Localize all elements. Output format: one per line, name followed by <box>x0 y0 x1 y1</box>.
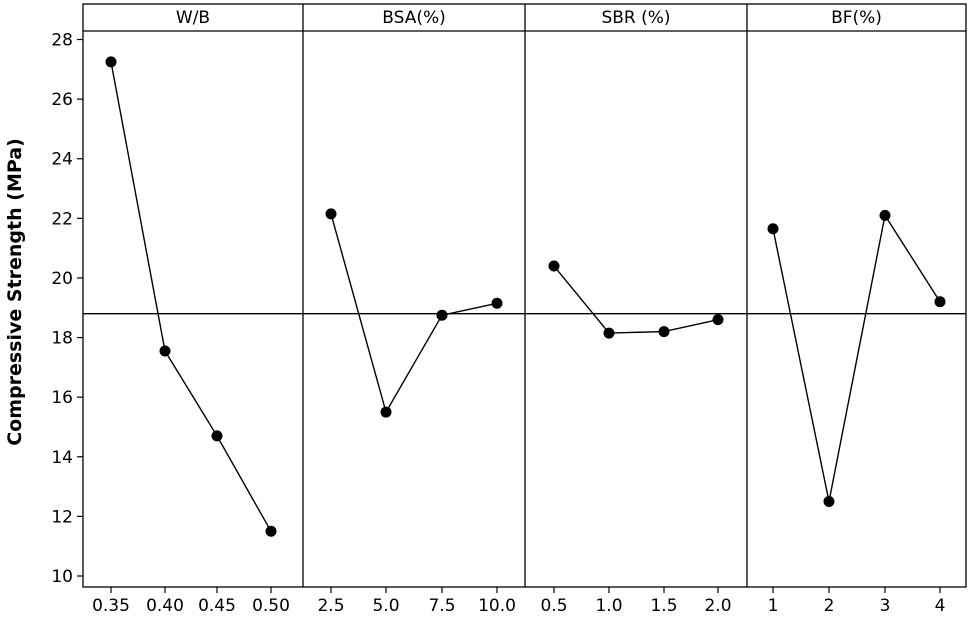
y-tick-label: 10 <box>51 567 73 587</box>
x-tick-label: 0.5 <box>540 596 567 615</box>
x-tick-label: 1.5 <box>650 596 677 615</box>
y-tick-label: 16 <box>51 388 73 408</box>
y-tick-label: 20 <box>51 269 73 289</box>
series-line <box>772 213 941 502</box>
y-tick-label: 12 <box>51 507 73 527</box>
data-point <box>823 495 835 507</box>
data-marks <box>83 56 966 537</box>
data-point <box>712 314 724 326</box>
series-line <box>553 265 719 334</box>
x-tick-label: 2.5 <box>317 596 344 615</box>
data-point <box>105 56 117 68</box>
y-tick-label: 22 <box>51 209 73 229</box>
data-point <box>603 327 615 339</box>
data-point <box>879 209 891 221</box>
x-tick-label: 0.50 <box>252 596 290 615</box>
y-tick-label: 18 <box>51 329 73 349</box>
x-tick-label: 1.0 <box>595 596 622 615</box>
data-point <box>658 326 670 338</box>
data-point <box>548 260 560 272</box>
data-point <box>436 309 448 321</box>
x-tick-label: 7.5 <box>428 596 455 615</box>
series-line <box>110 61 272 532</box>
x-tick-label: 0.35 <box>92 596 130 615</box>
panel-title: SBR (%) <box>601 8 670 28</box>
y-tick-label: 26 <box>51 90 73 110</box>
data-point <box>211 430 223 442</box>
x-tick-label: 4 <box>935 596 946 615</box>
x-tick-label: 0.40 <box>146 596 184 615</box>
data-point <box>325 208 337 220</box>
y-tick-label: 14 <box>51 448 73 468</box>
x-tick-label: 5.0 <box>372 596 399 615</box>
x-tick-label: 0.45 <box>198 596 236 615</box>
x-tick-label: 3 <box>880 596 891 615</box>
x-tick-label: 1 <box>768 596 779 615</box>
data-point <box>767 223 779 235</box>
data-point <box>380 406 392 418</box>
panel-title: W/B <box>176 8 210 28</box>
x-tick-label: 2 <box>824 596 835 615</box>
series-line <box>330 213 498 414</box>
data-point <box>934 296 946 308</box>
y-tick-label: 24 <box>51 150 73 170</box>
x-tick-label: 10.0 <box>478 596 516 615</box>
data-point <box>491 297 503 309</box>
panel-title: BSA(%) <box>382 8 446 28</box>
data-point <box>159 345 171 357</box>
panel-title: BF(%) <box>831 8 882 28</box>
y-axis-label: Compressive Strength (MPa) <box>4 138 26 446</box>
data-point <box>265 525 277 537</box>
y-tick-label: 28 <box>51 31 73 51</box>
x-tick-label: 2.0 <box>704 596 731 615</box>
